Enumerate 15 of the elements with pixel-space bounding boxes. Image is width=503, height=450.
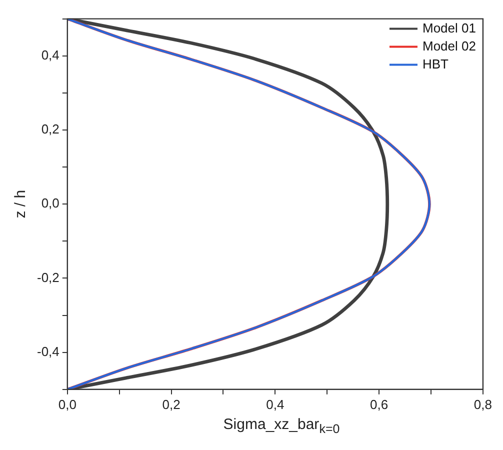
y-tick-label: 0,4 [41,47,60,62]
y-tick-label: 0,0 [41,196,60,211]
y-axis-title: z / h [12,190,30,218]
x-tick-label: 0,6 [370,396,388,412]
x-axis-title: Sigma_xz_bar$_{k=0}$ [222,416,341,436]
y-tick-label: -0,2 [36,270,60,285]
x-tick-label: 0,4 [266,396,284,412]
legend-label: HBT [422,56,449,72]
y-tick-label: -0,4 [36,344,60,359]
x-tick-label: 0,2 [162,396,180,412]
x-tick-label: 0,8 [474,396,492,412]
x-tick-label: 0,0 [58,396,76,412]
y-tick-label: 0,2 [41,122,60,137]
legend-label: Model 02 [422,38,476,54]
legend-label: Model 01 [422,20,476,36]
